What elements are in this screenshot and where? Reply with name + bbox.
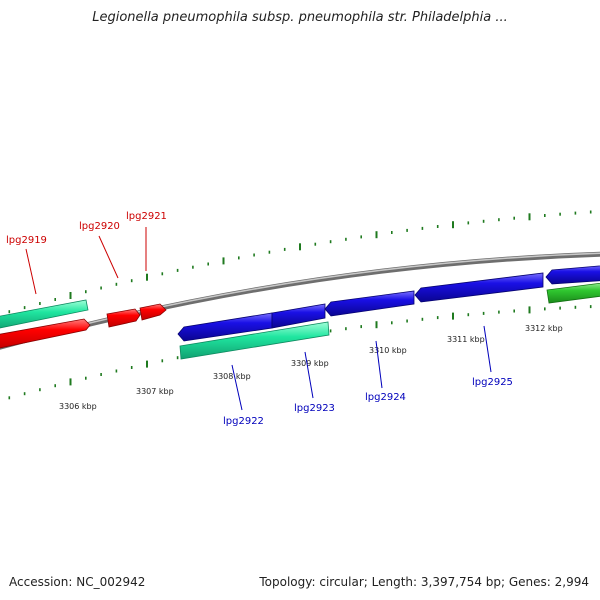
- scale-labels: 3306 kbp 3307 kbp 3308 kbp 3309 kbp 3310…: [59, 324, 563, 411]
- forward-tick-track: [8, 210, 592, 314]
- gene-block-lpg2919-teal: [0, 299, 89, 329]
- gene-label-lpg2921[interactable]: lpg2921: [126, 211, 167, 222]
- leader-lpg2925: [483, 325, 492, 373]
- tick-label-3310: 3310 kbp: [369, 346, 407, 355]
- gene-arrow-lpg2919: [0, 318, 91, 349]
- gene-label-leaders: [25, 227, 492, 411]
- gene-block-lpg2922-teal: [179, 321, 330, 360]
- gene-label-lpg2919[interactable]: lpg2919: [6, 235, 47, 246]
- accession-text: Accession: NC_002942: [9, 575, 146, 589]
- tick-label-3306: 3306 kbp: [59, 402, 97, 411]
- map-title: Legionella pneumophila subsp. pneumophil…: [92, 10, 508, 25]
- tick-label-3308: 3308 kbp: [213, 372, 251, 381]
- genome-summary-text: Topology: circular; Length: 3,397,754 bp…: [259, 575, 589, 589]
- tick-label-3307: 3307 kbp: [136, 387, 174, 396]
- gene-label-lpg2923[interactable]: lpg2923: [294, 403, 335, 414]
- gene-label-lpg2924[interactable]: lpg2924: [365, 392, 406, 403]
- reverse-genes: [177, 265, 600, 360]
- leader-lpg2920: [98, 235, 119, 279]
- gene-arrow-lpg2924: [324, 290, 415, 317]
- tick-label-3309: 3309 kbp: [291, 359, 329, 368]
- gene-block-right-green: [546, 282, 600, 304]
- leader-lpg2923: [304, 351, 314, 399]
- gene-arrow-lpg2923: [271, 303, 326, 329]
- gene-arrow-lpg2925: [414, 272, 544, 303]
- gene-arrow-lpg2920: [106, 308, 141, 328]
- gene-labels: lpg2919 lpg2920 lpg2921 lpg2922 lpg2923 …: [6, 211, 513, 427]
- leader-lpg2922: [231, 364, 243, 411]
- gene-label-lpg2925[interactable]: lpg2925: [472, 377, 513, 388]
- gene-label-lpg2920[interactable]: lpg2920: [79, 221, 120, 232]
- forward-genes: [0, 282, 600, 349]
- gene-arrow-lpg2921: [139, 303, 167, 321]
- tick-label-3312: 3312 kbp: [525, 324, 563, 333]
- gene-arrow-right-blue: [545, 265, 600, 285]
- leader-lpg2924: [375, 340, 383, 389]
- gene-label-lpg2922[interactable]: lpg2922: [223, 416, 264, 427]
- tick-label-3311: 3311 kbp: [447, 335, 485, 344]
- leader-lpg2919: [25, 248, 37, 295]
